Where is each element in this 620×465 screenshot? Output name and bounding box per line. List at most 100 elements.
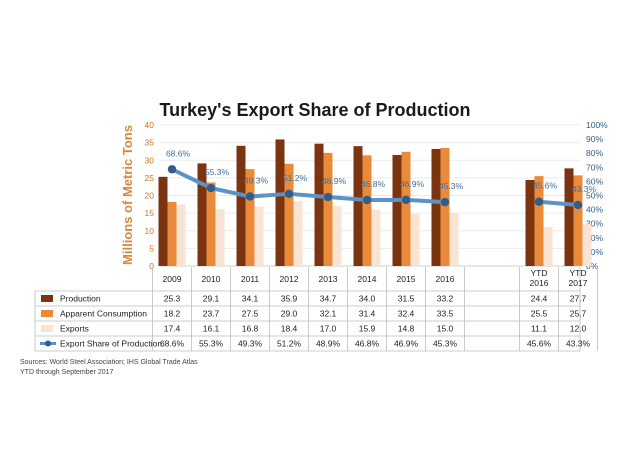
export-share-data-label: 46.9% xyxy=(400,179,425,189)
table-cell: 15.9 xyxy=(359,324,376,334)
x-tick-label: 2016 xyxy=(530,278,549,288)
table-cell: 24.4 xyxy=(531,294,548,304)
table-cell: 33.2 xyxy=(437,294,454,304)
bar-production xyxy=(236,145,246,266)
table-cell: 25.7 xyxy=(570,309,587,319)
table-cell: 25.3 xyxy=(164,294,181,304)
bar-apparent-consumption xyxy=(573,175,583,266)
y-tick-label: 40 xyxy=(145,120,155,130)
export-share-point xyxy=(284,189,294,199)
table-cell: 48.9% xyxy=(316,339,341,349)
bar-production xyxy=(431,148,441,266)
table-cell: 18.4 xyxy=(281,324,298,334)
bar-production xyxy=(314,143,324,266)
table-cell: 12.0 xyxy=(570,324,587,334)
table-cell: 35.9 xyxy=(281,294,298,304)
export-share-point xyxy=(440,197,450,207)
y2-tick-label: 60% xyxy=(586,176,603,186)
bar-exports xyxy=(254,206,264,266)
export-share-data-label: 55.3% xyxy=(205,167,230,177)
data-table: 2009 2010 2011 2012 2013 2014 2015 2016YTD2016Y… xyxy=(34,267,598,352)
x-tick-label: 2013 xyxy=(319,274,338,284)
table-cell: 34.0 xyxy=(359,294,376,304)
table-cell: 31.4 xyxy=(359,309,376,319)
legend-marker xyxy=(45,340,51,347)
x-tick-label: 2017 xyxy=(569,278,588,288)
table-cell: 14.8 xyxy=(398,324,415,334)
bar-exports xyxy=(543,226,553,266)
table-cell: 29.1 xyxy=(203,294,220,304)
x-tick-label: YTD xyxy=(531,268,548,278)
export-share-data-label: 49.3% xyxy=(244,175,269,185)
table-cell: 18.2 xyxy=(164,309,181,319)
bar-apparent-consumption xyxy=(362,155,372,266)
table-cell: 16.8 xyxy=(242,324,259,334)
y2-axis-ticks: 0% 10% 20% 30% 40% 50% 60% 70% 80% 90% 100% xyxy=(586,120,608,271)
y-tick-label: 35 xyxy=(145,138,155,148)
export-share-point xyxy=(573,200,583,210)
table-cell: 25.5 xyxy=(531,309,548,319)
table-cell: 27.7 xyxy=(570,294,587,304)
y-tick-label: 0 xyxy=(149,261,154,271)
bar-exports xyxy=(410,213,420,266)
y2-tick-label: 50% xyxy=(586,191,603,201)
table-cell: 32.1 xyxy=(320,309,337,319)
bar-production xyxy=(353,146,363,266)
bar-production xyxy=(158,176,168,266)
table-cell: 17.0 xyxy=(320,324,337,334)
y-axis-label: Millions of Metric Tons xyxy=(120,125,135,265)
x-tick-label: YTD xyxy=(570,268,587,278)
bar-exports xyxy=(332,206,342,266)
y2-tick-label: 0% xyxy=(586,261,599,271)
y2-tick-label: 90% xyxy=(586,134,603,144)
bar-apparent-consumption xyxy=(440,147,450,266)
y2-tick-label: 40% xyxy=(586,205,603,215)
export-share-data-label: 48.9% xyxy=(322,176,347,186)
export-share-line-segment xyxy=(170,167,447,205)
table-cell: 68.6% xyxy=(160,339,185,349)
bar-apparent-consumption xyxy=(534,176,544,266)
y-tick-label: 15 xyxy=(145,208,155,218)
bar-apparent-consumption xyxy=(284,163,294,266)
export-share-line: 68.6% 55.3% 49.3% 51.2% 48.9% 46.8% 46.9% 45.3%… xyxy=(166,148,596,210)
export-share-point xyxy=(362,195,372,205)
y-tick-label: 5 xyxy=(149,243,154,253)
y2-tick-label: 30% xyxy=(586,219,603,229)
bars xyxy=(158,139,592,266)
legend-swatch xyxy=(41,295,53,302)
x-tick-label: 2010 xyxy=(202,274,221,284)
export-share-data-label: 46.8% xyxy=(361,179,386,189)
table-cell: 43.3% xyxy=(566,339,591,349)
bar-production xyxy=(275,139,285,266)
bar-exports xyxy=(176,204,186,266)
y-tick-label: 25 xyxy=(145,173,155,183)
export-share-line-segment xyxy=(537,199,580,207)
export-share-point xyxy=(323,192,333,202)
bar-apparent-consumption xyxy=(206,182,216,266)
y-axis-ticks: 0 5 10 15 20 25 30 35 40 xyxy=(145,120,155,271)
table-cell: 46.9% xyxy=(394,339,419,349)
bar-production xyxy=(197,163,207,266)
table-cell: 45.6% xyxy=(527,339,552,349)
export-share-point xyxy=(245,192,255,201)
x-tick-label: 2014 xyxy=(358,274,377,284)
y2-tick-label: 80% xyxy=(586,148,603,158)
export-share-data-label: 45.3% xyxy=(439,181,464,191)
y2-tick-label: 10% xyxy=(586,247,603,257)
y-tick-label: 20 xyxy=(145,191,155,201)
legend-label: Exports xyxy=(60,324,89,334)
source-note: YTD through September 2017 xyxy=(20,369,113,376)
table-cell: 16.1 xyxy=(203,324,220,334)
chart-title: Turkey's Export Share of Production xyxy=(159,100,470,120)
table-cell: 15.0 xyxy=(437,324,454,334)
table-cell: 49.3% xyxy=(238,339,263,349)
export-share-data-label: 45.6% xyxy=(533,181,558,191)
bar-apparent-consumption xyxy=(323,152,333,266)
bar-apparent-consumption xyxy=(401,151,411,266)
legend-label: Production xyxy=(60,294,101,304)
export-share-data-label: 51.2% xyxy=(283,173,308,183)
x-tick-label: 2015 xyxy=(397,274,416,284)
x-tick-label: 2012 xyxy=(280,274,299,284)
legend-label: Apparent Consumption xyxy=(60,309,147,319)
